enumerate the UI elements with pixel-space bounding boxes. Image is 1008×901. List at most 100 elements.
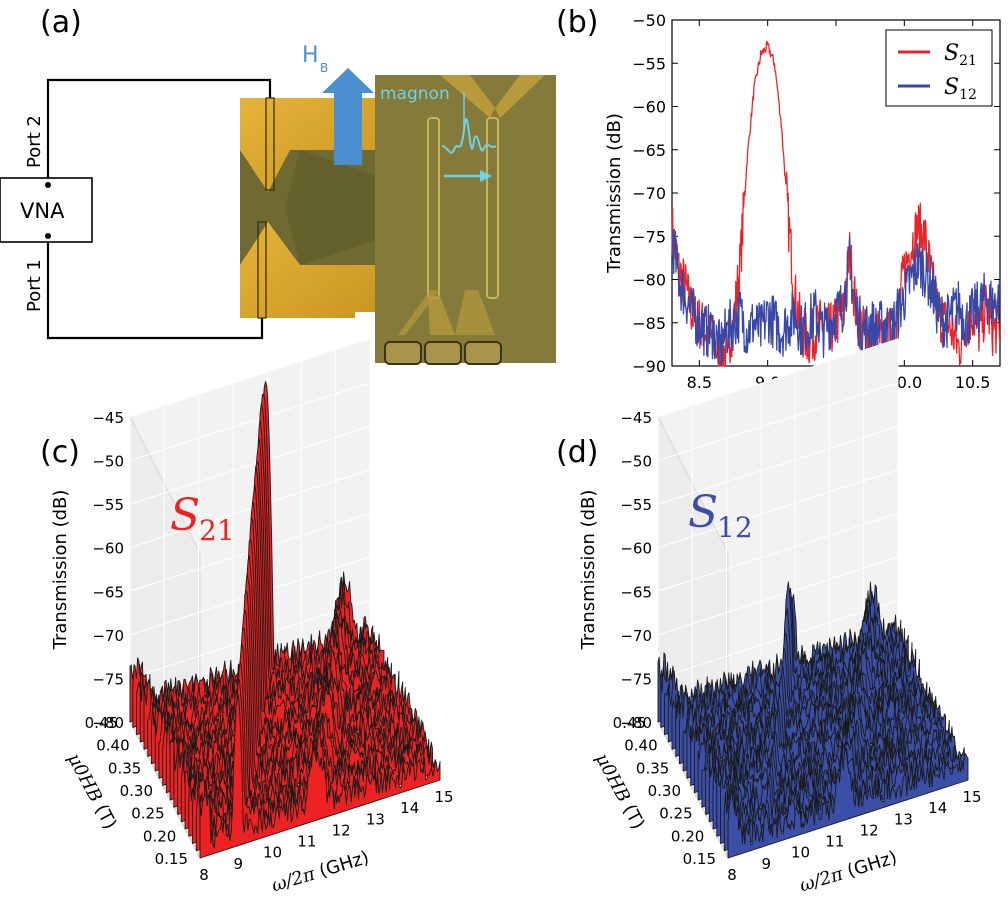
z-tick-label: −70 xyxy=(92,627,124,645)
z-tick-label: −55 xyxy=(92,496,124,514)
y-tick-label: −50 xyxy=(632,11,666,30)
chart-b: 8.59.09.510.010.5−50−55−60−65−70−75−80−8… xyxy=(604,11,1001,417)
y-tick-label: 0.35 xyxy=(636,759,669,777)
panel-a: (a) VNA Port 2 Port 1 xyxy=(0,5,556,365)
y-tick-label: 0.45 xyxy=(613,714,646,732)
y-tick-label: −70 xyxy=(632,184,666,203)
z-axis-label: Transmission (dB) xyxy=(50,490,71,651)
y-tick-label: 0.15 xyxy=(683,850,716,868)
z-tick-label: −75 xyxy=(620,670,652,688)
series-line-S12 xyxy=(671,228,1001,366)
grid-line xyxy=(129,425,371,505)
magnon-arrowhead-icon xyxy=(480,170,492,182)
z-tick-label: −45 xyxy=(620,409,652,427)
y-tick-label: 0.20 xyxy=(671,827,704,845)
y-tick-label: −80 xyxy=(632,271,666,290)
x-tick-label: 10.5 xyxy=(955,373,991,392)
y-tick-label: 0.20 xyxy=(143,827,176,845)
z-tick-label: −65 xyxy=(620,583,652,601)
grid-line xyxy=(657,556,899,636)
waterfall-trace xyxy=(143,438,385,750)
field-label-subscript: B xyxy=(320,61,328,75)
panel-d: (d) −45 −50 −55 −60 −65 −70 −75 −80 8 9 10 11 12 13 14… xyxy=(556,338,982,897)
x-tick-label: 12 xyxy=(860,821,879,839)
grid-line xyxy=(657,469,899,549)
x-tick-label: 11 xyxy=(825,833,844,851)
panel-b: (b) 8.59.09.510.010.5−50−55−60−65−70−75−… xyxy=(556,5,1001,417)
panel-b-label: (b) xyxy=(556,5,598,40)
x-axis-label: ω/2π (GHz) xyxy=(797,847,899,897)
z-axis-label: Transmission (dB) xyxy=(578,490,599,651)
chart-d-big-label: S xyxy=(688,487,718,538)
z-tick-label: −55 xyxy=(620,496,652,514)
y-tick-label: 0.30 xyxy=(120,782,153,800)
field-arrow xyxy=(322,68,374,165)
y-tick-label: 0.40 xyxy=(624,737,657,755)
x-tick-label: 13 xyxy=(894,810,913,828)
x-tick-label: 12 xyxy=(332,821,351,839)
field-label: H xyxy=(302,43,319,68)
y-tick-label: −65 xyxy=(632,141,666,160)
panel-c-label: (c) xyxy=(40,435,80,470)
y-tick-label: 0.15 xyxy=(155,850,188,868)
x-tick-label: 9 xyxy=(762,855,772,873)
y-tick-label: 0.25 xyxy=(131,805,164,823)
waterfall-trace xyxy=(199,694,441,859)
vna-label: VNA xyxy=(20,199,65,223)
y-tick-label: 0.35 xyxy=(108,759,141,777)
y-tick-label: 0.40 xyxy=(96,737,129,755)
x-tick-label: 14 xyxy=(928,799,947,817)
panel-c: (c) −45 −50 −55 −60 −65 −70 −75 −80 8 9 10 11 12 13 14… xyxy=(40,338,454,897)
z-tick-label: −70 xyxy=(620,627,652,645)
y-tick-label: −85 xyxy=(632,314,666,333)
port2-terminal-dot xyxy=(45,182,51,188)
chart-d-big-label-subscript: 12 xyxy=(717,511,753,544)
port1-wire xyxy=(46,238,264,340)
magnon-label: magnon xyxy=(380,84,450,104)
z-tick-label: −80 xyxy=(92,714,124,732)
x-tick-label: 9 xyxy=(234,855,244,873)
x-tick-label: 14 xyxy=(400,799,419,817)
legend-box xyxy=(885,29,993,107)
chart-c-big-label: S xyxy=(170,490,200,541)
y-tick-label: −75 xyxy=(632,227,666,246)
z-tick-label: −65 xyxy=(92,583,124,601)
panel-a-label: (a) xyxy=(40,5,82,40)
y-tick-label: −60 xyxy=(632,98,666,117)
z-tick-label: −75 xyxy=(92,670,124,688)
y-tick-label: −90 xyxy=(632,357,666,376)
waterfall-trace xyxy=(727,746,969,859)
z-tick-label: −60 xyxy=(92,540,124,558)
grid-line xyxy=(657,382,899,462)
port2-label: Port 2 xyxy=(24,115,45,168)
vna-box xyxy=(0,177,93,243)
y-tick-label: −55 xyxy=(632,54,666,73)
grid-line xyxy=(129,338,371,418)
x-tick-label: 8 xyxy=(727,866,737,884)
y-axis-label: Transmission (dB) xyxy=(604,113,625,274)
port1-terminal-dot xyxy=(45,233,51,239)
grid-line xyxy=(129,382,371,462)
x-tick-label: 10 xyxy=(791,844,810,862)
x-tick-label: 10 xyxy=(263,844,282,862)
z-tick-label: −80 xyxy=(620,714,652,732)
legend-label-S12: S12 xyxy=(944,75,977,103)
grid-line xyxy=(657,425,899,505)
z-tick-label: −45 xyxy=(92,409,124,427)
panel-d-label: (d) xyxy=(556,435,598,470)
y-tick-label: 0.45 xyxy=(85,714,118,732)
x-tick-label: 8 xyxy=(199,866,209,884)
grid-line xyxy=(657,338,899,418)
grid-line xyxy=(657,599,899,679)
port2-wire xyxy=(46,78,272,185)
chart-d: −45 −50 −55 −60 −65 −70 −75 −80 8 9 10 11 12 13 14 15 0.… xyxy=(578,338,982,897)
port1-label: Port 1 xyxy=(24,259,45,312)
x-tick-label: 13 xyxy=(366,810,385,828)
y-tick-label: 0.25 xyxy=(659,805,692,823)
grid-line xyxy=(129,469,371,549)
x-tick-label: 8.5 xyxy=(687,373,712,392)
y-tick-label: 0.30 xyxy=(648,782,681,800)
x-tick-label: 15 xyxy=(434,788,453,806)
z-tick-label: −50 xyxy=(92,453,124,471)
